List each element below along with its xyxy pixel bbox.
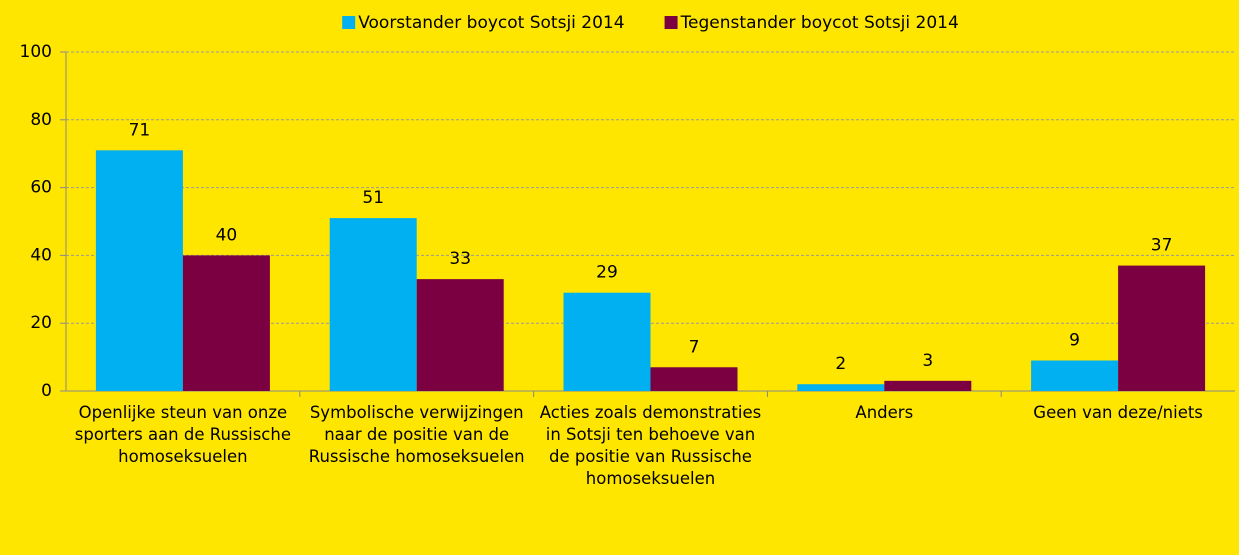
bar [182,255,270,391]
x-tick-label: Openlijke steun van onze sporters aan de… [74,403,291,466]
bar [329,218,417,391]
bar [1031,360,1119,391]
bar [416,279,504,391]
value-label: 71 [129,120,151,140]
y-tick-label: 40 [30,245,52,265]
bar [563,292,651,391]
bar [884,380,972,391]
bar [797,384,885,391]
y-tick-label: 100 [20,42,52,62]
x-tick-label: Acties zoals demonstraties in Sotsji ten… [539,403,762,488]
x-tick-label: Symbolische verwijzingen naar de positie… [308,403,525,466]
bar [650,367,738,391]
y-tick-label: 20 [30,313,52,333]
legend-label: Tegenstander boycot Sotsji 2014 [680,13,959,33]
x-tick-label: Geen van deze/niets [1033,403,1203,422]
bar [95,150,183,391]
value-label: 9 [1069,330,1080,350]
y-tick-label: 80 [30,110,52,130]
value-label: 51 [362,188,384,208]
legend-swatch [664,16,678,29]
value-label: 37 [1151,236,1173,256]
value-label: 7 [689,337,700,357]
value-label: 29 [596,263,618,283]
bar [1118,265,1206,391]
x-tick-label: Anders [855,403,914,422]
value-label: 33 [449,249,471,269]
value-label: 3 [922,351,933,371]
y-tick-label: 60 [30,178,52,198]
y-tick-label: 0 [41,381,52,401]
legend-label: Voorstander boycot Sotsji 2014 [358,13,624,33]
value-label: 2 [835,354,846,374]
value-label: 40 [216,225,238,245]
legend-swatch [342,16,356,29]
